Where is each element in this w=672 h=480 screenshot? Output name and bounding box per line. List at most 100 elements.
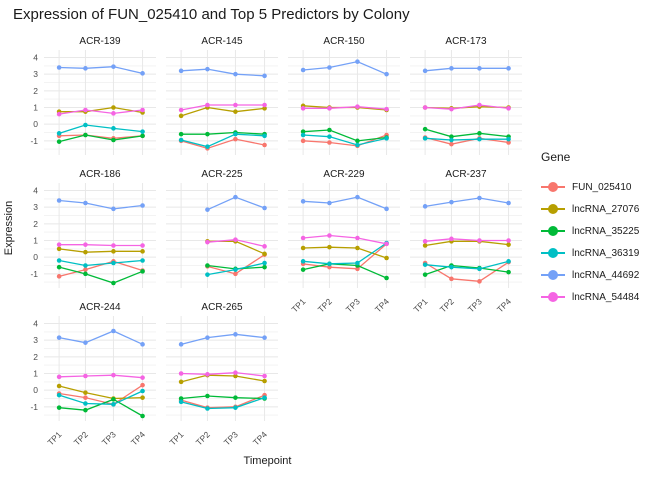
data-point-lncRNA_44692 xyxy=(83,200,88,206)
series-line-lncRNA_44692 xyxy=(58,330,143,345)
data-point-lncRNA_44692 xyxy=(449,199,454,205)
data-point-lncRNA_54484 xyxy=(300,235,306,241)
data-point-FUN_025410 xyxy=(140,382,145,388)
facet-title: ACR-186 xyxy=(79,169,121,180)
legend-label: lncRNA_54484 xyxy=(572,291,640,303)
series-line-lncRNA_54484 xyxy=(303,106,387,110)
legend-label: FUN_025410 xyxy=(572,181,632,193)
x-tick-label: TP2 xyxy=(438,296,456,314)
series-line-lncRNA_36319 xyxy=(303,134,387,146)
data-point-lncRNA_35225 xyxy=(300,267,306,272)
data-point-lncRNA_27076 xyxy=(83,249,88,255)
facet-grid: ACR-139 4 3 2 1 0 -1 ACR-145 ACR-150 ACR-173 ACR-1… xyxy=(30,36,522,447)
data-point-lncRNA_44692 xyxy=(83,66,88,71)
data-point-FUN_025410 xyxy=(233,271,238,277)
data-point-lncRNA_44692 xyxy=(56,65,62,70)
data-point-lncRNA_35225 xyxy=(111,137,116,143)
x-tick-label: TP4 xyxy=(373,296,391,314)
y-tick-label: -1 xyxy=(30,402,38,412)
data-point-FUN_025410 xyxy=(233,136,238,142)
data-point-lncRNA_36319 xyxy=(83,263,88,268)
data-point-lncRNA_54484 xyxy=(422,105,428,110)
data-point-lncRNA_54484 xyxy=(449,236,454,242)
data-point-lncRNA_36319 xyxy=(56,258,62,263)
data-point-lncRNA_35225 xyxy=(355,138,360,144)
data-point-lncRNA_54484 xyxy=(111,243,116,248)
series-line-lncRNA_54484 xyxy=(59,374,143,379)
data-point-lncRNA_44692 xyxy=(384,206,389,212)
data-point-lncRNA_35225 xyxy=(422,272,428,277)
y-tick-label: 3 xyxy=(33,202,38,212)
data-point-lncRNA_36319 xyxy=(111,402,116,407)
data-point-lncRNA_54484 xyxy=(422,239,428,244)
y-tick-label: 1 xyxy=(33,236,38,246)
data-point-lncRNA_35225 xyxy=(205,393,210,399)
data-point-lncRNA_54484 xyxy=(178,107,184,113)
x-tick-label: TP1 xyxy=(45,429,63,447)
data-point-lncRNA_54484 xyxy=(56,374,62,380)
data-point-lncRNA_54484 xyxy=(178,371,184,376)
data-point-lncRNA_36319 xyxy=(477,266,482,272)
series-line-lncRNA_44692 xyxy=(181,68,265,77)
data-point-lncRNA_44692 xyxy=(83,340,88,345)
data-point-lncRNA_35225 xyxy=(422,126,428,132)
data-point-lncRNA_35225 xyxy=(477,131,482,136)
data-point-lncRNA_54484 xyxy=(56,111,62,117)
data-point-lncRNA_36319 xyxy=(262,260,267,266)
data-point-lncRNA_36319 xyxy=(422,136,428,141)
data-point-lncRNA_44692 xyxy=(262,335,267,340)
series-line-lncRNA_44692 xyxy=(425,197,509,207)
data-point-lncRNA_36319 xyxy=(300,259,306,264)
series-line-FUN_025410 xyxy=(424,261,509,283)
data-point-lncRNA_27076 xyxy=(140,395,145,400)
data-point-lncRNA_44692 xyxy=(327,200,332,206)
legend-dot xyxy=(548,204,558,214)
y-tick-label: 3 xyxy=(33,69,38,79)
data-point-lncRNA_36319 xyxy=(56,392,62,398)
x-tick-label: TP3 xyxy=(222,429,240,447)
facet-title: ACR-225 xyxy=(201,169,243,180)
data-point-lncRNA_54484 xyxy=(83,373,88,379)
data-point-lncRNA_44692 xyxy=(477,66,482,71)
x-tick-label: TP2 xyxy=(194,429,212,447)
y-tick-label: 2 xyxy=(33,219,38,229)
data-point-lncRNA_54484 xyxy=(205,102,210,108)
series-line-lncRNA_35225 xyxy=(424,128,509,138)
data-point-lncRNA_35225 xyxy=(140,269,145,274)
data-point-lncRNA_35225 xyxy=(83,271,88,277)
data-point-lncRNA_44692 xyxy=(111,64,116,69)
x-tick-label: TP2 xyxy=(72,429,90,447)
data-point-lncRNA_36319 xyxy=(178,399,184,405)
data-point-lncRNA_36319 xyxy=(205,144,210,149)
data-point-lncRNA_54484 xyxy=(140,375,145,380)
data-point-lncRNA_27076 xyxy=(262,378,267,384)
series-line-lncRNA_54484 xyxy=(303,234,387,245)
series-line-lncRNA_36319 xyxy=(58,259,143,267)
data-point-lncRNA_35225 xyxy=(56,405,62,410)
legend-label: lncRNA_44692 xyxy=(572,269,640,281)
data-point-lncRNA_36319 xyxy=(83,401,88,406)
y-tick-label: 4 xyxy=(33,186,38,196)
data-point-lncRNA_35225 xyxy=(140,413,145,419)
data-point-lncRNA_36319 xyxy=(83,122,88,128)
data-point-lncRNA_35225 xyxy=(300,129,306,134)
data-point-lncRNA_44692 xyxy=(233,332,238,337)
data-point-lncRNA_36319 xyxy=(233,131,238,137)
data-point-lncRNA_54484 xyxy=(477,238,482,243)
data-point-lncRNA_54484 xyxy=(506,106,511,111)
data-point-lncRNA_27076 xyxy=(300,245,306,251)
legend-item-FUN_025410: FUN_025410 xyxy=(541,176,639,198)
data-point-lncRNA_36319 xyxy=(178,137,184,143)
series-line-lncRNA_27076 xyxy=(59,248,143,253)
data-point-lncRNA_36319 xyxy=(384,136,389,141)
data-point-lncRNA_54484 xyxy=(233,102,238,108)
data-point-lncRNA_54484 xyxy=(355,104,360,109)
data-point-lncRNA_35225 xyxy=(56,139,62,144)
legend-key-icon xyxy=(541,268,565,282)
y-tick-label: 4 xyxy=(33,53,38,63)
data-point-FUN_025410 xyxy=(327,140,332,145)
data-point-lncRNA_36319 xyxy=(111,260,116,266)
data-point-lncRNA_44692 xyxy=(56,335,62,340)
data-point-lncRNA_44692 xyxy=(355,194,360,200)
